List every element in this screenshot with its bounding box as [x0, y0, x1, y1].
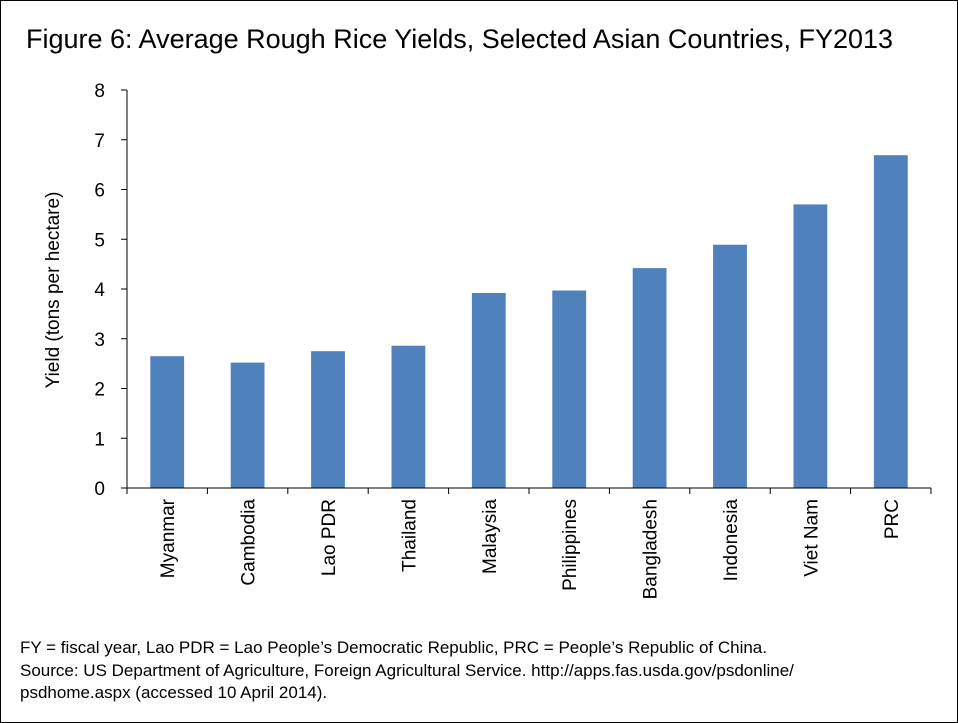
bar-bangladesh — [632, 268, 667, 488]
x-tick-label: Bangladesh — [641, 499, 662, 599]
y-tick-label: 8 — [94, 81, 105, 102]
bar-lao-pdr — [311, 351, 345, 488]
x-tick-label: Indonesia — [721, 499, 742, 582]
chart-title: Figure 6: Average Rough Rice Yields, Sel… — [26, 24, 894, 54]
x-tick-label: Lao PDR — [319, 499, 340, 576]
y-tick-labels: 0 1 2 3 4 5 6 7 8 — [94, 81, 105, 500]
x-tick-label: Thailand — [399, 499, 420, 572]
axes-group — [121, 89, 932, 494]
x-tick-label: Philippines — [560, 499, 581, 591]
bar-indonesia — [713, 244, 747, 488]
y-tick-label: 3 — [94, 330, 105, 351]
x-tick-label: Cambodia — [239, 499, 260, 586]
bar-cambodia — [230, 362, 265, 488]
y-tick-label: 6 — [94, 181, 105, 202]
bar-chart: 0 1 2 3 4 5 6 7 8 Myanmar Cambodia Lao PDR Thailand… — [43, 81, 932, 599]
y-axis-label: Yield (tons per hectare) — [43, 192, 64, 389]
x-tick-label: Viet Nam — [801, 499, 822, 577]
bars-group — [150, 155, 908, 488]
bar-myanmar — [150, 356, 185, 488]
footnote-source-continued: psdhome.aspx (accessed 10 April 2014). — [20, 683, 328, 702]
y-tick-label: 0 — [94, 479, 105, 500]
x-tick-label: PRC — [882, 499, 903, 539]
footnote: FY = fiscal year, Lao PDR = Lao People’s… — [20, 637, 945, 705]
footnote-source: Source: US Department of Agriculture, Fo… — [20, 660, 794, 680]
bar-philippines — [552, 290, 587, 488]
x-tick-label: Myanmar — [158, 498, 179, 578]
footnote-abbreviations: FY = fiscal year, Lao PDR = Lao People’s… — [20, 638, 767, 657]
y-tick-label: 7 — [94, 131, 105, 152]
x-tick-label: Malaysia — [480, 499, 501, 574]
bar-prc — [873, 155, 908, 488]
x-tick-labels: Myanmar Cambodia Lao PDR Thailand Malaysia Ph… — [158, 498, 903, 599]
bar-thailand — [391, 345, 426, 488]
bar-viet-nam — [793, 204, 828, 488]
bar-malaysia — [471, 293, 506, 488]
y-tick-label: 1 — [94, 429, 105, 450]
y-tick-label: 4 — [94, 280, 105, 301]
y-tick-label: 2 — [94, 380, 105, 401]
y-tick-label: 5 — [94, 230, 105, 251]
